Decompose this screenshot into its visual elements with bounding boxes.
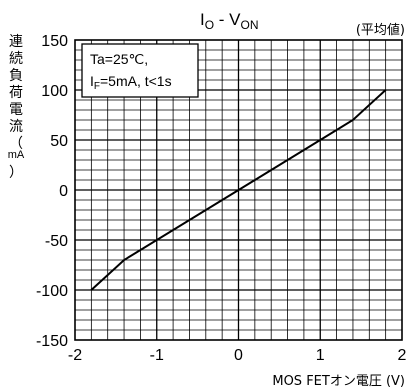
y-tick-label: 0 (59, 183, 68, 200)
y-axis-label-char: 流 (9, 118, 23, 134)
series-line (90, 89, 387, 291)
annotation-box (81, 43, 199, 98)
tick-labels: 150 100 50 0 -50 -100 -150-2 -1 0 1 2 (36, 33, 407, 364)
x-tick-label: -2 (68, 347, 82, 364)
x-tick-label: 1 (316, 347, 325, 364)
annotation-line2: IF=5mA, t<1s (90, 73, 172, 92)
y-axis-label-char: （ (9, 135, 23, 151)
annotation-line1: Ta=25℃, (90, 51, 148, 67)
x-tick-label: -1 (150, 347, 164, 364)
x-axis-label: MOS FETオン電圧 (V) (272, 374, 405, 389)
y-tick-label: -50 (45, 233, 68, 250)
y-axis-label-char: 連 (9, 33, 23, 49)
y-tick-label: -100 (36, 283, 68, 300)
y-axis-label-char: 負 (9, 67, 23, 83)
legend-annotation: Ta=25℃, IF=5mA, t<1s (81, 43, 199, 98)
y-axis-label-char: 続 (9, 50, 23, 66)
chart-title: IO - VON (200, 10, 259, 32)
x-tick-label: 2 (398, 347, 407, 364)
y-tick-label: 150 (41, 33, 68, 50)
y-tick-label: 100 (41, 83, 68, 100)
chart-note: (平均値) (356, 22, 405, 38)
y-tick-label: 50 (50, 133, 68, 150)
y-tick-label: -150 (36, 333, 68, 350)
x-tick-label: 0 (234, 347, 243, 364)
y-axis-label-char: 荷 (9, 84, 23, 100)
plot-frame (74, 39, 403, 341)
y-axis-label-char: mA (7, 149, 25, 161)
y-axis-label-char: ） (9, 164, 23, 180)
y-axis-label-char: 電 (9, 101, 23, 117)
